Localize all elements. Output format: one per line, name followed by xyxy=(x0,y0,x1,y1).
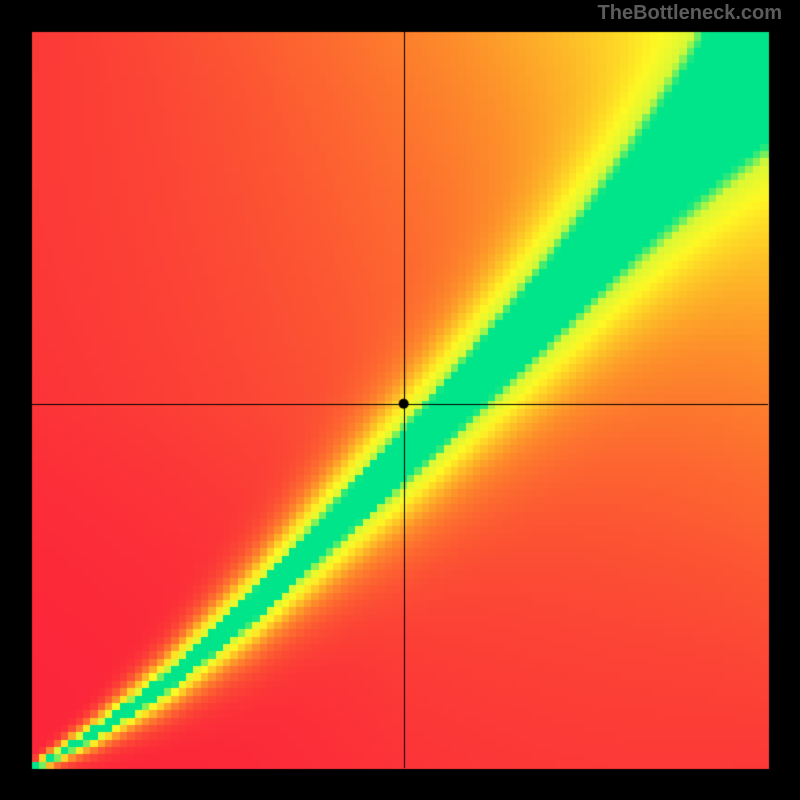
bottleneck-heatmap xyxy=(0,0,800,800)
watermark-text: TheBottleneck.com xyxy=(598,2,782,25)
